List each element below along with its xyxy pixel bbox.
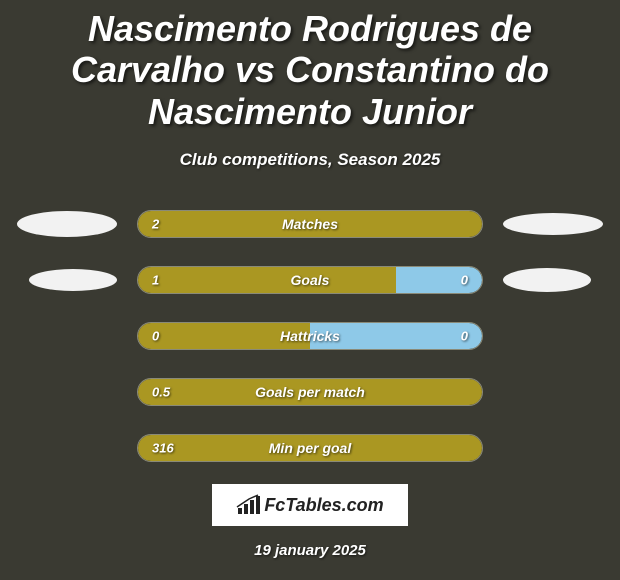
bar-goals: 1 Goals 0 — [137, 266, 483, 294]
val-left: 0 — [152, 329, 159, 344]
val-left: 0.5 — [152, 385, 170, 400]
bar-mpg: 316 Min per goal — [137, 434, 483, 462]
row-goals: 1 Goals 0 — [0, 266, 620, 294]
row-goals-per-match: 0.5 Goals per match — [0, 378, 620, 406]
metric-label: Goals per match — [255, 384, 365, 400]
metric-label: Matches — [282, 216, 338, 232]
metric-label: Goals — [291, 272, 330, 288]
player1-bubble — [29, 269, 117, 291]
subtitle: Club competitions, Season 2025 — [0, 150, 620, 170]
row-min-per-goal: 316 Min per goal — [0, 434, 620, 462]
logo-box: FcTables.com — [212, 484, 407, 526]
bar-matches: 2 Matches — [137, 210, 483, 238]
metric-label: Hattricks — [280, 328, 340, 344]
val-left: 2 — [152, 217, 159, 232]
player1-bubble — [17, 211, 117, 237]
bar-hattricks: 0 Hattricks 0 — [137, 322, 483, 350]
bar-gpm: 0.5 Goals per match — [137, 378, 483, 406]
row-hattricks: 0 Hattricks 0 — [0, 322, 620, 350]
player2-bubble — [503, 213, 603, 235]
chart-icon — [236, 494, 262, 516]
player2-bubble — [503, 268, 591, 292]
val-left: 316 — [152, 441, 174, 456]
page-title: Nascimento Rodrigues de Carvalho vs Cons… — [0, 8, 620, 132]
comparison-rows: 2 Matches 1 Goals 0 0 Hattric — [0, 210, 620, 462]
date-label: 19 january 2025 — [0, 542, 620, 559]
val-right: 0 — [461, 273, 468, 288]
val-left: 1 — [152, 273, 159, 288]
row-matches: 2 Matches — [0, 210, 620, 238]
logo-text: FcTables.com — [264, 495, 383, 516]
val-right: 0 — [461, 329, 468, 344]
metric-label: Min per goal — [269, 440, 351, 456]
